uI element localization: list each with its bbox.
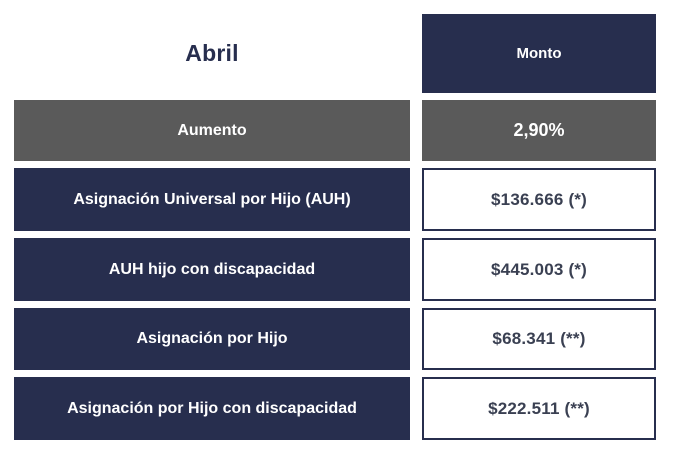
- amount-header-cell: Monto: [422, 14, 656, 93]
- month-header-cell: Abril: [14, 14, 410, 93]
- increase-value-cell: 2,90%: [422, 100, 656, 161]
- amount-header-label: Monto: [516, 45, 562, 62]
- increase-value: 2,90%: [513, 120, 565, 140]
- benefit-row-value-auh: $136.666 (*): [422, 168, 656, 231]
- benefit-label: Asignación por Hijo con discapacidad: [67, 399, 357, 417]
- benefit-row-label-auh: Asignación Universal por Hijo (AUH): [14, 168, 410, 231]
- benefit-row-value-asignacion-hijo: $68.341 (**): [422, 308, 656, 370]
- benefits-table: Abril Monto Aumento 2,90% Asignación Uni…: [14, 14, 656, 440]
- month-title: Abril: [185, 40, 239, 66]
- benefit-label: AUH hijo con discapacidad: [108, 260, 316, 278]
- benefit-row-label-auh-discapacidad: AUH hijo con discapacidad: [14, 238, 410, 301]
- benefit-value: $136.666 (*): [491, 189, 587, 209]
- increase-label-cell: Aumento: [14, 100, 410, 161]
- benefit-value: $68.341 (**): [492, 329, 586, 348]
- benefit-value: $445.003 (*): [491, 259, 587, 279]
- benefit-row-value-auh-discapacidad: $445.003 (*): [422, 238, 656, 301]
- benefit-value: $222.511 (**): [488, 398, 590, 418]
- benefit-row-label-asignacion-hijo-discapacidad: Asignación por Hijo con discapacidad: [14, 377, 410, 440]
- benefit-label: Asignación por Hijo: [136, 330, 288, 347]
- benefit-row-label-asignacion-hijo: Asignación por Hijo: [14, 308, 410, 370]
- increase-label: Aumento: [177, 121, 247, 139]
- benefit-label: Asignación Universal por Hijo (AUH): [73, 190, 351, 208]
- benefit-row-value-asignacion-hijo-discapacidad: $222.511 (**): [422, 377, 656, 440]
